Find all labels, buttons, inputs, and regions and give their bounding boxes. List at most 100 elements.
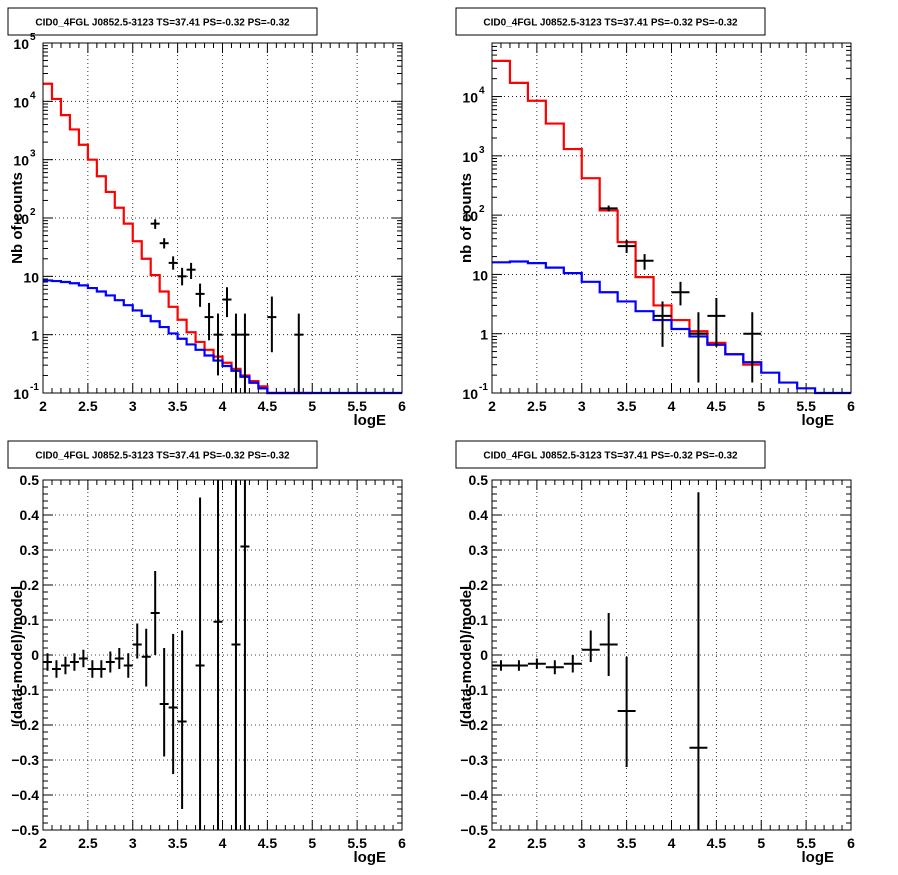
data-point — [105, 651, 115, 673]
y-tick-label: −0.3 — [11, 752, 39, 768]
y-tick-label: 0.1 — [469, 612, 489, 628]
data-point — [707, 298, 726, 347]
data-point — [635, 254, 654, 270]
y-tick-label: −0.1 — [460, 682, 488, 698]
data-point — [43, 653, 52, 671]
data-point — [159, 238, 169, 249]
y-tick-label: 0.2 — [20, 577, 40, 593]
data-point — [87, 660, 97, 678]
data-point — [599, 613, 618, 676]
model-component-line — [43, 279, 402, 395]
title-box — [455, 7, 766, 36]
x-tick-label: 4.5 — [258, 835, 278, 851]
data-point — [150, 219, 160, 229]
data-point — [653, 301, 672, 347]
title-box — [455, 440, 766, 469]
panel-4: CID0_4FGL J0852.5-3123 TS=37.41 PS=-0.32… — [455, 440, 855, 866]
data-point — [141, 628, 151, 687]
data-point — [123, 653, 133, 678]
x-tick-label: 2.5 — [527, 398, 547, 414]
data-point — [213, 480, 223, 830]
x-tick-label: 5.5 — [796, 398, 816, 414]
y-tick-label: 10 — [13, 153, 29, 169]
y-tick-label: −0.5 — [460, 822, 488, 838]
data-point — [213, 313, 223, 376]
x-tick-label: 2 — [39, 835, 47, 851]
y-axis-title: nb of counts — [458, 173, 475, 263]
data-point — [689, 312, 708, 383]
data-point — [132, 623, 142, 659]
x-tick-label: 2.5 — [78, 398, 98, 414]
data-point — [581, 630, 600, 662]
panel-2: CID0_4FGL J0852.5-3123 TS=37.41 PS=-0.32… — [455, 7, 855, 429]
x-tick-label: 6 — [847, 398, 855, 414]
x-tick-label: 3.5 — [617, 835, 637, 851]
panel-3: CID0_4FGL J0852.5-3123 TS=37.41 PS=-0.32… — [7, 440, 406, 866]
x-tick-label: 4.5 — [258, 398, 278, 414]
x-tick-label: 2.5 — [78, 835, 98, 851]
y-tick-label: 10 — [462, 90, 478, 106]
data-point — [204, 302, 214, 341]
data-point — [222, 287, 232, 318]
x-tick-label: 5.5 — [347, 835, 367, 851]
data-point — [527, 658, 546, 669]
x-tick-label: 6 — [398, 835, 406, 851]
data-point — [150, 571, 160, 655]
x-tick-label: 4 — [219, 398, 227, 414]
data-point — [60, 656, 70, 675]
grid — [43, 480, 402, 830]
x-tick-label: 2 — [488, 398, 496, 414]
data-point — [509, 660, 528, 671]
x-tick-label: 6 — [847, 835, 855, 851]
data-point — [168, 256, 178, 270]
data-point — [96, 660, 106, 678]
x-tick-label: 6 — [398, 398, 406, 414]
y-tick-exponent: 4 — [30, 90, 36, 101]
y-tick-label: 0.2 — [469, 577, 489, 593]
x-tick-label: 3.5 — [168, 835, 188, 851]
grid — [492, 43, 851, 393]
data-point — [177, 630, 187, 809]
y-tick-label: −0.2 — [11, 717, 39, 733]
plot-frame — [42, 42, 403, 394]
x-tick-label: 5 — [757, 835, 765, 851]
y-axis-title: Nb of counts — [9, 172, 26, 264]
data-point — [563, 655, 582, 673]
x-tick-label: 3 — [578, 835, 586, 851]
y-tick-exponent: 5 — [30, 32, 36, 43]
y-tick-label: 0 — [31, 647, 39, 663]
data-point — [743, 312, 762, 383]
x-tick-label: 3 — [129, 835, 137, 851]
data-point — [240, 313, 250, 393]
y-tick-label: 10 — [13, 386, 29, 402]
data-point — [599, 205, 618, 212]
chart-title: CID0_4FGL J0852.5-3123 TS=37.41 PS=-0.32… — [35, 18, 290, 29]
chart-title: CID0_4FGL J0852.5-3123 TS=37.41 PS=-0.32… — [483, 18, 738, 29]
x-tick-label: 3 — [578, 398, 586, 414]
x-tick-label: 4 — [668, 835, 676, 851]
x-tick-label: 4.5 — [707, 398, 727, 414]
y-tick-label: 1 — [31, 328, 39, 344]
y-tick-exponent: -1 — [479, 382, 488, 393]
y-tick-exponent: -1 — [30, 382, 39, 393]
panel-1: CID0_4FGL J0852.5-3123 TS=37.41 PS=-0.32… — [7, 7, 406, 429]
title-box — [7, 7, 318, 36]
y-tick-label: 10 — [472, 267, 488, 283]
x-tick-label: 5 — [308, 398, 316, 414]
y-tick-exponent: 3 — [479, 145, 485, 156]
x-tick-label: 5.5 — [796, 835, 816, 851]
x-tick-label: 3.5 — [617, 398, 637, 414]
y-tick-label: 1 — [480, 327, 488, 343]
y-tick-label: 0.1 — [20, 612, 40, 628]
y-axis-title: (data-model)/model — [458, 586, 475, 724]
y-tick-label: 10 — [13, 36, 29, 52]
y-tick-exponent: 2 — [479, 204, 485, 215]
data-point — [240, 480, 250, 830]
y-tick-label: 10 — [462, 386, 478, 402]
y-tick-label: 0.4 — [469, 507, 489, 523]
data-point — [617, 240, 636, 253]
x-tick-label: 3 — [129, 398, 137, 414]
y-tick-label: 0.5 — [469, 472, 489, 488]
data-point — [186, 262, 196, 280]
